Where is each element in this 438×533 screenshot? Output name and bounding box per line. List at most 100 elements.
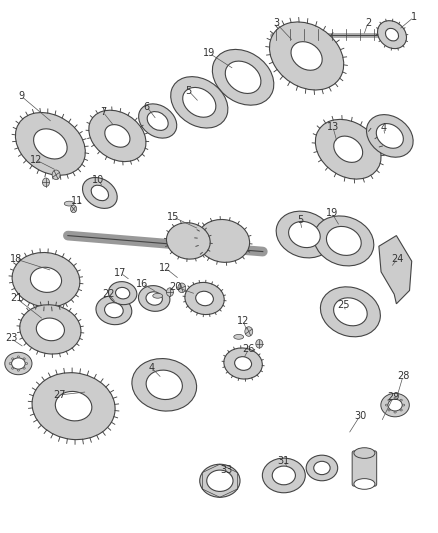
Ellipse shape bbox=[166, 223, 210, 259]
Ellipse shape bbox=[109, 281, 137, 305]
Text: 7: 7 bbox=[100, 107, 106, 117]
Ellipse shape bbox=[225, 61, 261, 93]
Ellipse shape bbox=[378, 21, 406, 49]
Ellipse shape bbox=[20, 305, 81, 354]
Text: 28: 28 bbox=[397, 372, 409, 381]
Text: 15: 15 bbox=[167, 212, 179, 222]
Circle shape bbox=[71, 205, 77, 213]
Ellipse shape bbox=[385, 404, 388, 406]
Text: 2: 2 bbox=[365, 18, 371, 28]
Text: 13: 13 bbox=[327, 122, 339, 132]
Text: 16: 16 bbox=[136, 279, 148, 288]
Ellipse shape bbox=[354, 479, 375, 489]
Circle shape bbox=[52, 170, 60, 180]
Ellipse shape bbox=[30, 267, 62, 293]
Text: 5: 5 bbox=[297, 215, 303, 225]
Text: 12: 12 bbox=[237, 317, 249, 326]
Ellipse shape bbox=[25, 362, 28, 365]
Ellipse shape bbox=[138, 104, 177, 138]
Ellipse shape bbox=[272, 466, 295, 485]
Ellipse shape bbox=[197, 220, 250, 262]
Ellipse shape bbox=[64, 201, 74, 206]
Ellipse shape bbox=[367, 115, 413, 157]
Ellipse shape bbox=[235, 357, 251, 370]
Ellipse shape bbox=[105, 125, 130, 147]
Circle shape bbox=[256, 340, 263, 348]
Ellipse shape bbox=[146, 370, 182, 400]
FancyBboxPatch shape bbox=[352, 451, 377, 486]
Text: 29: 29 bbox=[387, 392, 399, 402]
Ellipse shape bbox=[11, 367, 14, 369]
Ellipse shape bbox=[36, 318, 64, 341]
Ellipse shape bbox=[15, 112, 85, 175]
Ellipse shape bbox=[185, 282, 224, 314]
Ellipse shape bbox=[385, 28, 399, 41]
Ellipse shape bbox=[224, 348, 262, 379]
Ellipse shape bbox=[291, 42, 322, 70]
Ellipse shape bbox=[91, 185, 109, 200]
Text: 21: 21 bbox=[11, 294, 23, 303]
Ellipse shape bbox=[207, 470, 233, 491]
Ellipse shape bbox=[276, 211, 332, 258]
Text: 19: 19 bbox=[326, 208, 338, 218]
Ellipse shape bbox=[200, 464, 240, 497]
Ellipse shape bbox=[82, 177, 117, 208]
Text: 27: 27 bbox=[53, 390, 66, 400]
Text: 10: 10 bbox=[92, 175, 105, 184]
Text: 20: 20 bbox=[169, 282, 181, 292]
Ellipse shape bbox=[18, 356, 19, 358]
Ellipse shape bbox=[146, 292, 162, 305]
Text: 3: 3 bbox=[273, 18, 279, 28]
Ellipse shape bbox=[354, 448, 375, 458]
Ellipse shape bbox=[334, 136, 363, 163]
Text: 22: 22 bbox=[102, 289, 115, 299]
Text: 9: 9 bbox=[18, 91, 24, 101]
Ellipse shape bbox=[388, 409, 390, 411]
Text: 23: 23 bbox=[5, 334, 17, 343]
Ellipse shape bbox=[132, 359, 197, 411]
Ellipse shape bbox=[153, 293, 162, 298]
Text: 19: 19 bbox=[203, 49, 215, 58]
Ellipse shape bbox=[388, 399, 390, 401]
Circle shape bbox=[166, 288, 173, 296]
Ellipse shape bbox=[212, 50, 274, 105]
Ellipse shape bbox=[147, 111, 168, 131]
Ellipse shape bbox=[326, 227, 361, 255]
Text: 31: 31 bbox=[278, 456, 290, 465]
Ellipse shape bbox=[171, 77, 228, 128]
Ellipse shape bbox=[376, 124, 403, 148]
Ellipse shape bbox=[314, 216, 374, 266]
Ellipse shape bbox=[9, 362, 11, 365]
Circle shape bbox=[178, 283, 186, 293]
Text: 12: 12 bbox=[30, 155, 42, 165]
Text: 33: 33 bbox=[220, 465, 232, 475]
Ellipse shape bbox=[400, 409, 402, 411]
Ellipse shape bbox=[96, 296, 132, 325]
Text: 26: 26 bbox=[243, 344, 255, 354]
Ellipse shape bbox=[23, 367, 25, 369]
Polygon shape bbox=[379, 236, 412, 304]
Ellipse shape bbox=[55, 391, 92, 421]
Ellipse shape bbox=[234, 335, 244, 340]
Ellipse shape bbox=[32, 373, 115, 440]
Ellipse shape bbox=[5, 352, 32, 375]
Ellipse shape bbox=[334, 298, 367, 326]
Text: 5: 5 bbox=[185, 86, 191, 95]
Text: 4: 4 bbox=[148, 363, 155, 373]
Text: 11: 11 bbox=[71, 197, 83, 206]
Text: 17: 17 bbox=[114, 268, 127, 278]
Ellipse shape bbox=[394, 411, 396, 413]
Ellipse shape bbox=[89, 110, 146, 161]
Ellipse shape bbox=[394, 397, 396, 399]
Text: 24: 24 bbox=[392, 254, 404, 263]
Ellipse shape bbox=[321, 287, 380, 337]
Ellipse shape bbox=[105, 303, 123, 318]
Ellipse shape bbox=[138, 286, 170, 311]
Ellipse shape bbox=[116, 287, 130, 299]
Text: 12: 12 bbox=[159, 263, 172, 273]
Ellipse shape bbox=[23, 358, 25, 360]
Text: 6: 6 bbox=[144, 102, 150, 111]
Ellipse shape bbox=[11, 358, 14, 360]
Ellipse shape bbox=[306, 455, 338, 481]
Ellipse shape bbox=[314, 462, 330, 474]
